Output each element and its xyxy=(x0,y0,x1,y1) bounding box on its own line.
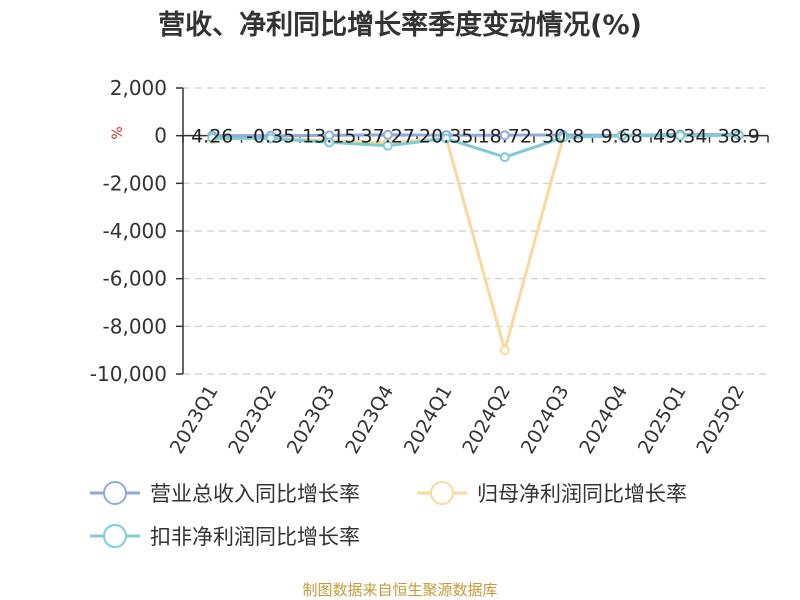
y-tick-label: -8,000 xyxy=(103,314,167,338)
data-point xyxy=(675,130,686,141)
x-tick-label: 2023Q4 xyxy=(341,382,398,458)
legend-marker xyxy=(103,481,127,505)
data-point xyxy=(499,152,510,163)
x-tick-label: 2023Q2 xyxy=(224,382,281,458)
x-tick-label: 2023Q1 xyxy=(166,382,223,458)
data-label: 13.15 xyxy=(302,126,356,148)
x-axis: 2023Q1 2023Q2 2023Q3 2023Q4 2024Q1 2024Q2 2024… xyxy=(166,134,769,458)
data-label: 37.27 xyxy=(361,126,415,148)
x-tick-label: 2024Q3 xyxy=(517,382,574,458)
data-point xyxy=(499,130,510,141)
x-tick-label: 2024Q1 xyxy=(400,382,457,458)
data-point xyxy=(324,137,335,148)
x-tick-label: 2023Q3 xyxy=(283,382,340,458)
data-point xyxy=(733,130,744,141)
data-label: 20.35 xyxy=(419,126,473,148)
y-tick-label: -6,000 xyxy=(103,267,167,291)
y-tick-label: -4,000 xyxy=(103,219,167,243)
data-point xyxy=(207,133,218,144)
data-point xyxy=(382,129,393,140)
data-label: 9.68 xyxy=(601,126,643,148)
legend-label: 扣非净利润同比增长率 xyxy=(150,525,360,549)
y-tick-label: 0 xyxy=(154,124,167,148)
source-note: 制图数据来自恒生聚源数据库 xyxy=(302,581,497,599)
data-label: 18.72 xyxy=(478,126,532,148)
legend-marker xyxy=(103,524,127,548)
legend-marker xyxy=(430,481,454,505)
series-line xyxy=(212,133,739,352)
x-tick-label: 2025Q1 xyxy=(634,382,691,458)
series-line xyxy=(212,133,739,159)
data-label: -0.35 xyxy=(246,126,295,148)
data-point xyxy=(265,133,276,144)
y-tick-label: -10,000 xyxy=(90,362,167,386)
data-label: 30.8 xyxy=(542,126,584,148)
data-point xyxy=(441,133,452,144)
data-label: 38.9 xyxy=(718,126,760,148)
y-tick-label: 2,000 xyxy=(110,76,167,100)
grid-lines xyxy=(183,87,768,375)
x-tick-label: 2025Q2 xyxy=(692,382,749,458)
chart-title: 营收、净利同比增长率季度变动情况(%) xyxy=(158,9,642,41)
data-label: 49.34 xyxy=(653,126,707,148)
data-label: 4.26 xyxy=(191,126,233,148)
data-labels: 4.26 -0.35 13.15 37.27 20.35 18.72 30.8 9.68 49.… xyxy=(191,126,760,148)
series-lines xyxy=(212,133,739,352)
legend-label: 营业总收入同比增长率 xyxy=(150,482,360,506)
data-point xyxy=(382,140,393,151)
series-points xyxy=(207,129,744,356)
y-axis: 2,000 0 -2,000 -4,000 -6,000 -8,000 -10,000 xyxy=(90,76,184,386)
data-point xyxy=(558,132,569,143)
y-tick-label: -2,000 xyxy=(103,171,167,195)
data-point xyxy=(616,130,627,141)
x-tick-label: 2024Q2 xyxy=(458,382,515,458)
legend-label: 归母净利润同比增长率 xyxy=(477,482,687,506)
data-point xyxy=(499,345,510,356)
y-axis-unit: % xyxy=(110,126,126,139)
x-tick-label: 2024Q4 xyxy=(575,382,632,458)
